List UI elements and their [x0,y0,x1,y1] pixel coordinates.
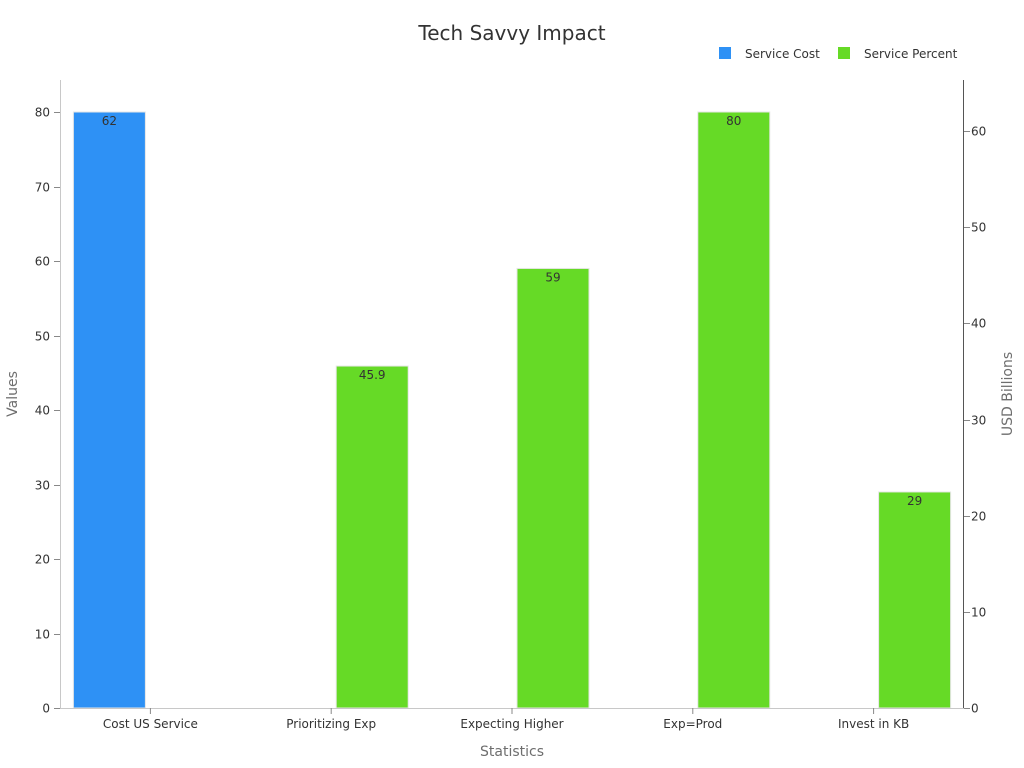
data-label: 80 [726,114,741,128]
y2-tick-label: 0 [971,702,979,716]
left-axis-ticks: 0 10 20 30 40 50 60 70 80 [35,106,60,716]
y-tick-label: 80 [35,106,50,120]
legend-label: Service Cost [745,47,820,61]
y-axis-title: Values [5,371,21,417]
legend-swatch [838,47,850,59]
data-label: 45.9 [359,368,386,382]
x-tick-label: Invest in KB [838,717,909,731]
y2-tick-label: 40 [971,317,986,331]
bars [72,111,952,709]
y-tick-label: 30 [35,479,50,493]
x-tick-label: Cost US Service [103,717,198,731]
right-axis-ticks: 0 10 20 30 40 50 60 [964,125,986,716]
y2-tick-label: 50 [971,221,986,235]
x-tick-label: Expecting Higher [460,717,563,731]
y2-tick-label: 30 [971,414,986,428]
x-tick-label: Prioritizing Exp [286,717,376,731]
y2-axis-title: USD Billions [1000,352,1016,436]
legend-label: Service Percent [864,47,958,61]
y-tick-label: 20 [35,553,50,567]
y-tick-label: 0 [42,702,50,716]
y-tick-label: 70 [35,181,50,195]
legend-swatch [719,47,731,59]
bar-service-percent [697,111,771,709]
data-labels: 62 45.9 59 80 29 [102,114,922,508]
y-tick-label: 40 [35,404,50,418]
bar-service-percent [335,365,409,709]
x-tick-label: Exp=Prod [663,717,722,731]
legend: Service Cost Service Percent [719,47,958,61]
chart-title: Tech Savvy Impact [417,21,605,45]
y2-tick-label: 60 [971,125,986,139]
bar-service-percent [516,267,590,709]
x-axis-ticks: Cost US Service Prioritizing Exp Expecting… [103,708,909,731]
y-tick-label: 50 [35,330,50,344]
bar-service-cost [72,111,146,709]
bar-service-percent [878,491,952,709]
x-axis-title: Statistics [480,744,544,760]
data-label: 29 [907,494,922,508]
data-label: 59 [545,270,560,284]
y-tick-label: 60 [35,255,50,269]
y-tick-label: 10 [35,628,50,642]
y2-tick-label: 20 [971,510,986,524]
data-label: 62 [102,114,117,128]
y2-tick-label: 10 [971,606,986,620]
